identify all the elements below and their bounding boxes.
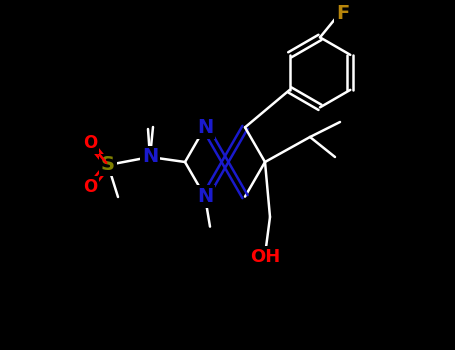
Text: N: N — [197, 118, 213, 137]
Text: N: N — [142, 147, 158, 167]
Text: S: S — [101, 155, 115, 175]
Text: F: F — [336, 4, 349, 23]
Text: N: N — [197, 187, 213, 206]
Text: OH: OH — [250, 248, 280, 266]
Text: O: O — [83, 178, 97, 196]
Text: O: O — [83, 134, 97, 152]
